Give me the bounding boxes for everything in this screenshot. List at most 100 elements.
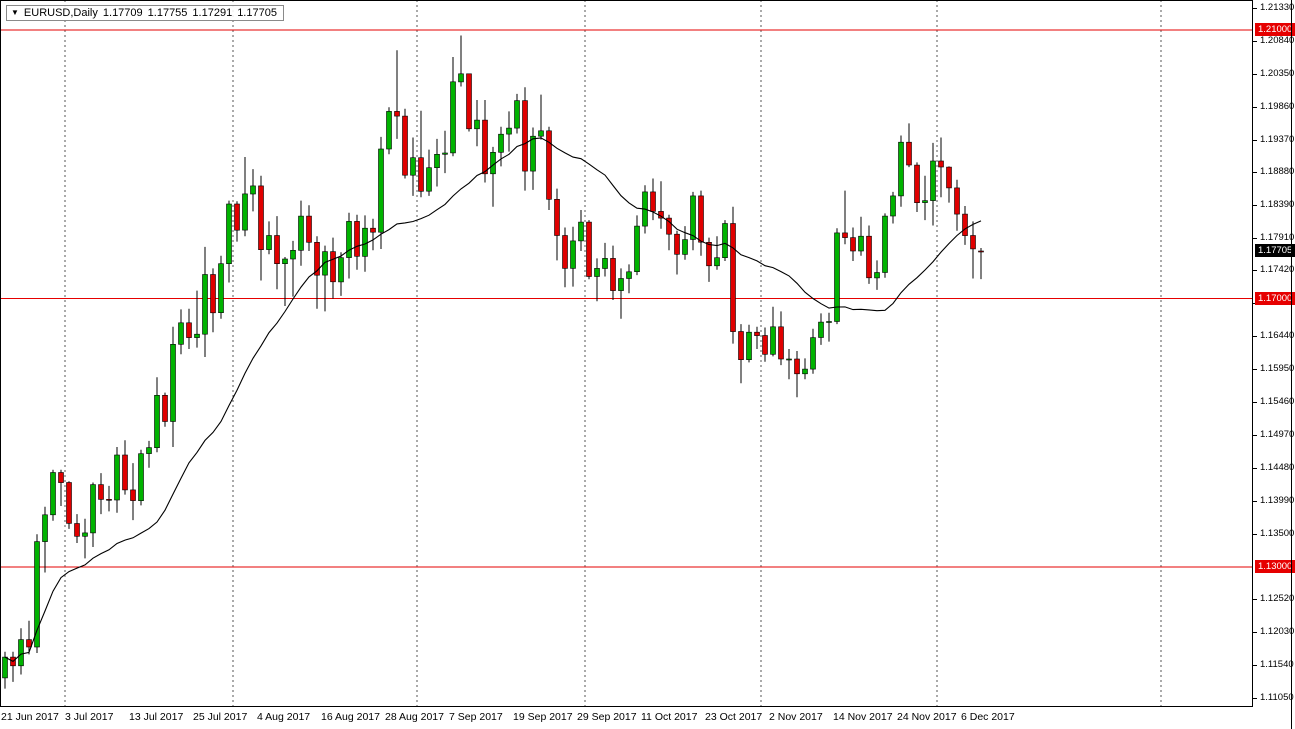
candle xyxy=(586,220,592,280)
price-tick-mark xyxy=(1253,270,1257,271)
candle xyxy=(506,111,512,152)
candle xyxy=(26,620,32,655)
candlestick-chart[interactable] xyxy=(0,0,1253,707)
price-axis[interactable]: 1.21330 1.20840 1.20350 1.19860 1.19370 1.188… xyxy=(1253,0,1295,707)
date-label[interactable]: 21 Jun 2017 xyxy=(1,711,59,723)
price-tick-mark xyxy=(1253,140,1257,141)
price-tick-label: 1.17910 xyxy=(1260,231,1295,243)
candle xyxy=(978,248,984,280)
candle xyxy=(762,327,768,362)
date-label[interactable]: 24 Nov 2017 xyxy=(897,711,957,723)
price-tick-mark xyxy=(1253,534,1257,535)
candle xyxy=(146,440,152,468)
candle xyxy=(178,309,184,355)
candle xyxy=(298,200,304,266)
candle xyxy=(890,191,896,224)
candle xyxy=(82,518,88,559)
symbol-dropdown-icon[interactable]: ▼ xyxy=(11,8,19,17)
candle xyxy=(738,324,744,384)
price-tick-label: 1.12520 xyxy=(1260,593,1295,605)
candle xyxy=(482,100,488,183)
candle xyxy=(122,440,128,495)
candle xyxy=(866,225,872,284)
candle xyxy=(810,328,816,374)
date-label[interactable]: 14 Nov 2017 xyxy=(833,711,893,723)
candle xyxy=(962,206,968,245)
candle xyxy=(330,237,336,299)
candle xyxy=(730,206,736,344)
date-label[interactable]: 11 Oct 2017 xyxy=(641,711,698,723)
price-tick-label: 1.18390 xyxy=(1260,199,1295,211)
date-label[interactable]: 19 Sep 2017 xyxy=(513,711,573,723)
date-label[interactable]: 6 Dec 2017 xyxy=(961,711,1015,723)
candle xyxy=(554,188,560,261)
candle xyxy=(514,93,520,134)
date-label[interactable]: 25 Jul 2017 xyxy=(193,711,248,723)
candle xyxy=(522,87,528,191)
candle xyxy=(346,212,352,279)
price-tick-label: 1.18880 xyxy=(1260,166,1295,178)
candle xyxy=(602,242,608,277)
candle xyxy=(194,290,200,348)
candle xyxy=(794,351,800,398)
candle xyxy=(458,35,464,87)
candle xyxy=(274,216,280,290)
price-tick-mark xyxy=(1253,599,1257,600)
price-tick-label: 1.15460 xyxy=(1260,395,1295,407)
time-axis[interactable]: 21 Jun 2017 3 Jul 2017 13 Jul 2017 25 Jul 2… xyxy=(0,708,1253,729)
candle xyxy=(250,169,256,212)
ohlc-low: 1.17291 xyxy=(192,7,233,19)
candle xyxy=(610,245,616,300)
candle xyxy=(474,100,480,147)
candle xyxy=(658,181,664,229)
candle xyxy=(354,214,360,270)
candle xyxy=(186,308,192,349)
candle xyxy=(666,214,672,251)
candle xyxy=(218,255,224,319)
candle xyxy=(338,252,344,296)
candle xyxy=(546,126,552,210)
price-tick-mark xyxy=(1253,336,1257,337)
candle xyxy=(786,349,792,380)
candle xyxy=(842,190,848,245)
date-label[interactable]: 3 Jul 2017 xyxy=(65,711,114,723)
candle xyxy=(562,227,568,288)
date-label[interactable]: 4 Aug 2017 xyxy=(257,711,311,723)
candle xyxy=(490,146,496,207)
chart-info-box: ▼ EURUSD,Daily 1.17709 1.17755 1.17291 1… xyxy=(6,5,284,21)
date-label[interactable]: 29 Sep 2017 xyxy=(577,711,637,723)
date-label[interactable]: 23 Oct 2017 xyxy=(705,711,763,723)
candle xyxy=(754,326,760,349)
price-tick-label: 1.15950 xyxy=(1260,363,1295,375)
date-label[interactable]: 7 Sep 2017 xyxy=(449,711,503,723)
date-label[interactable]: 13 Jul 2017 xyxy=(129,711,184,723)
candle xyxy=(418,110,424,198)
price-tick-label: 1.20840 xyxy=(1260,34,1295,46)
candle xyxy=(634,215,640,276)
window-right-border xyxy=(1291,0,1292,729)
candle xyxy=(202,246,208,357)
price-tick-mark xyxy=(1253,665,1257,666)
candle xyxy=(154,377,160,453)
candle xyxy=(626,264,632,294)
candle xyxy=(386,107,392,155)
date-label[interactable]: 2 Nov 2017 xyxy=(769,711,823,723)
candle xyxy=(42,506,48,573)
candle xyxy=(106,485,112,512)
candle xyxy=(50,469,56,521)
candle xyxy=(34,534,40,653)
candle xyxy=(914,162,920,212)
candle xyxy=(242,157,248,237)
price-tick-mark xyxy=(1253,205,1257,206)
candle xyxy=(314,236,320,309)
price-tick-mark xyxy=(1253,435,1257,436)
candle xyxy=(266,221,272,255)
hline-price-label: 1.21000 xyxy=(1255,23,1295,37)
candle xyxy=(858,216,864,256)
candle xyxy=(410,137,416,196)
date-label[interactable]: 16 Aug 2017 xyxy=(321,711,380,723)
price-tick-label: 1.14480 xyxy=(1260,461,1295,473)
date-label[interactable]: 28 Aug 2017 xyxy=(385,711,444,723)
price-tick-label: 1.17420 xyxy=(1260,264,1295,276)
